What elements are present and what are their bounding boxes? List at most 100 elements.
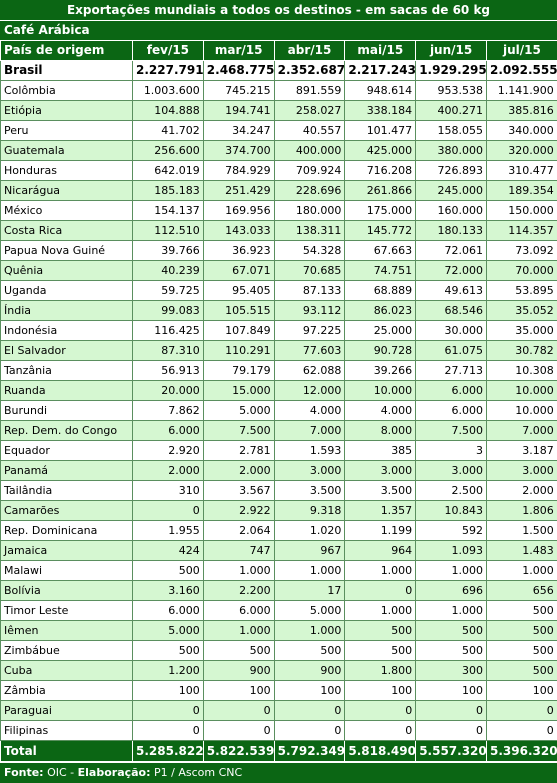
- value-cell: 500: [345, 641, 416, 661]
- value-cell: 3.160: [133, 581, 204, 601]
- value-cell: 0: [133, 501, 204, 521]
- value-cell: 0: [416, 721, 487, 741]
- value-cell: 300: [416, 661, 487, 681]
- value-cell: 90.728: [345, 341, 416, 361]
- value-cell: 40.239: [133, 261, 204, 281]
- value-cell: 6.000: [133, 601, 204, 621]
- value-cell: 1.000: [274, 561, 345, 581]
- value-cell: 891.559: [274, 81, 345, 101]
- total-value: 5.822.539: [203, 741, 274, 762]
- value-cell: 310: [133, 481, 204, 501]
- value-cell: 967: [274, 541, 345, 561]
- country-cell: Timor Leste: [1, 601, 133, 621]
- value-cell: 8.000: [345, 421, 416, 441]
- column-header-month: mar/15: [203, 41, 274, 61]
- value-cell: 68.546: [416, 301, 487, 321]
- value-cell: 425.000: [345, 141, 416, 161]
- country-cell: Bolívia: [1, 581, 133, 601]
- value-cell: 30.000: [416, 321, 487, 341]
- country-cell: Tanzânia: [1, 361, 133, 381]
- country-cell: Guatemala: [1, 141, 133, 161]
- value-cell: 150.000: [486, 201, 557, 221]
- value-cell: 17: [274, 581, 345, 601]
- value-cell: 3.187: [486, 441, 557, 461]
- value-cell: 1.357: [345, 501, 416, 521]
- value-cell: 4.000: [274, 401, 345, 421]
- value-cell: 1.483: [486, 541, 557, 561]
- source-elab-value: P1 / Ascom CNC: [154, 766, 242, 779]
- value-cell: 0: [345, 701, 416, 721]
- value-cell: 35.000: [486, 321, 557, 341]
- value-cell: 67.663: [345, 241, 416, 261]
- value-cell: 0: [133, 721, 204, 741]
- column-header-month: abr/15: [274, 41, 345, 61]
- value-cell: 180.133: [416, 221, 487, 241]
- value-cell: 4.000: [345, 401, 416, 421]
- value-cell: 592: [416, 521, 487, 541]
- value-cell: 86.023: [345, 301, 416, 321]
- value-cell: 0: [416, 701, 487, 721]
- value-cell: 2.920: [133, 441, 204, 461]
- country-cell: Paraguai: [1, 701, 133, 721]
- value-cell: 97.225: [274, 321, 345, 341]
- value-cell: 0: [345, 721, 416, 741]
- value-cell: 74.751: [345, 261, 416, 281]
- value-cell: 0: [345, 581, 416, 601]
- total-value: 5.285.822: [133, 741, 204, 762]
- value-cell: 30.782: [486, 341, 557, 361]
- value-cell: 34.247: [203, 121, 274, 141]
- value-cell: 110.291: [203, 341, 274, 361]
- value-cell: 27.713: [416, 361, 487, 381]
- value-cell: 953.538: [416, 81, 487, 101]
- column-header-origin: País de origem: [1, 41, 133, 61]
- value-cell: 251.429: [203, 181, 274, 201]
- value-cell: 39.766: [133, 241, 204, 261]
- value-cell: 2.468.775: [203, 61, 274, 81]
- value-cell: 10.000: [486, 401, 557, 421]
- country-cell: Filipinas: [1, 721, 133, 741]
- value-cell: 1.000: [345, 561, 416, 581]
- value-cell: 70.685: [274, 261, 345, 281]
- exports-table: País de origem fev/15 mar/15 abr/15 mai/…: [0, 40, 557, 762]
- value-cell: 15.000: [203, 381, 274, 401]
- value-cell: 1.000: [486, 561, 557, 581]
- value-cell: 10.000: [486, 381, 557, 401]
- source-fonte-label: Fonte:: [4, 766, 44, 779]
- value-cell: 2.227.791: [133, 61, 204, 81]
- value-cell: 70.000: [486, 261, 557, 281]
- value-cell: 716.208: [345, 161, 416, 181]
- country-cell: Cuba: [1, 661, 133, 681]
- country-cell: Índia: [1, 301, 133, 321]
- value-cell: 5.000: [274, 601, 345, 621]
- value-cell: 1.593: [274, 441, 345, 461]
- column-header-month: jul/15: [486, 41, 557, 61]
- value-cell: 5.000: [133, 621, 204, 641]
- country-cell: Equador: [1, 441, 133, 461]
- value-cell: 68.889: [345, 281, 416, 301]
- value-cell: 726.893: [416, 161, 487, 181]
- value-cell: 1.000: [203, 621, 274, 641]
- value-cell: 696: [416, 581, 487, 601]
- value-cell: 258.027: [274, 101, 345, 121]
- value-cell: 1.800: [345, 661, 416, 681]
- country-cell: Ruanda: [1, 381, 133, 401]
- value-cell: 41.702: [133, 121, 204, 141]
- value-cell: 53.895: [486, 281, 557, 301]
- value-cell: 100: [345, 681, 416, 701]
- value-cell: 87.310: [133, 341, 204, 361]
- value-cell: 175.000: [345, 201, 416, 221]
- country-cell: Zâmbia: [1, 681, 133, 701]
